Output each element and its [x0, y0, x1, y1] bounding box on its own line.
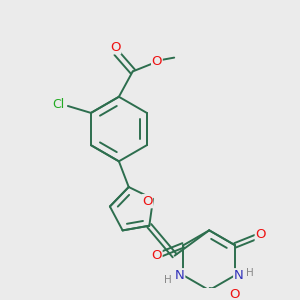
Text: O: O — [255, 228, 266, 242]
Text: Cl: Cl — [52, 98, 65, 111]
Text: N: N — [234, 269, 244, 282]
Text: O: O — [229, 288, 240, 300]
Text: O: O — [110, 41, 121, 54]
Text: O: O — [152, 55, 162, 68]
Text: H: H — [246, 268, 254, 278]
Text: H: H — [164, 275, 172, 285]
Text: N: N — [175, 269, 185, 282]
Text: O: O — [152, 249, 162, 262]
Text: O: O — [142, 195, 153, 208]
